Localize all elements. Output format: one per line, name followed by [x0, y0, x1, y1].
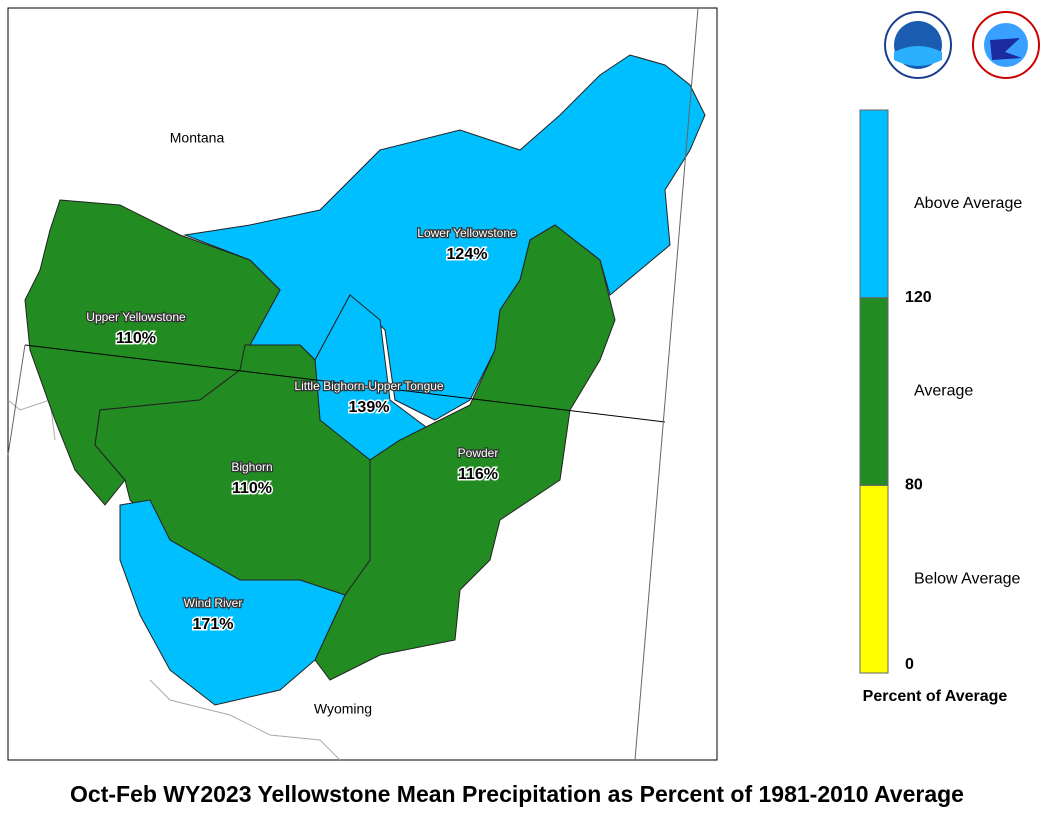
- logos: [884, 11, 1040, 79]
- state-label: Montana: [170, 130, 225, 146]
- state-border: [634, 7, 699, 761]
- legend-swatch: [859, 484, 889, 674]
- basin-name: Wind River: [184, 596, 243, 610]
- basin-name: Bighorn: [231, 460, 272, 474]
- boundary: [149, 679, 341, 761]
- legend-swatch: [859, 297, 889, 486]
- boundary: [7, 399, 56, 441]
- basin-name: Upper Yellowstone: [86, 310, 186, 324]
- legend-title: Percent of Average: [863, 688, 1008, 705]
- basin: [119, 499, 346, 706]
- state-label: Wyoming: [314, 701, 372, 717]
- legend-break-label: 80: [905, 477, 923, 494]
- map-title: Oct-Feb WY2023 Yellowstone Mean Precipit…: [70, 781, 964, 807]
- legend-swatch: [859, 109, 889, 299]
- state-border: [24, 344, 666, 423]
- basin-name: Lower Yellowstone: [417, 226, 517, 240]
- basin-value: 110%: [116, 330, 156, 347]
- legend-class-label: Below Average: [914, 570, 1021, 587]
- basin-value: 171%: [193, 616, 234, 633]
- legend-class-label: Average: [914, 383, 973, 400]
- legend-break-label: 120: [905, 289, 932, 306]
- basin-value: 139%: [349, 399, 390, 416]
- basin-value: 124%: [447, 246, 488, 263]
- state-border: [7, 344, 26, 456]
- basin-value: 116%: [458, 466, 498, 483]
- basin-value: 110%: [232, 480, 272, 497]
- basin-name: Powder: [458, 446, 499, 460]
- basin-name: Little Bighorn-Upper Tongue: [294, 379, 444, 393]
- legend-class-label: Above Average: [914, 195, 1022, 212]
- basin: [314, 224, 616, 681]
- legend-break-label: 0: [905, 656, 914, 673]
